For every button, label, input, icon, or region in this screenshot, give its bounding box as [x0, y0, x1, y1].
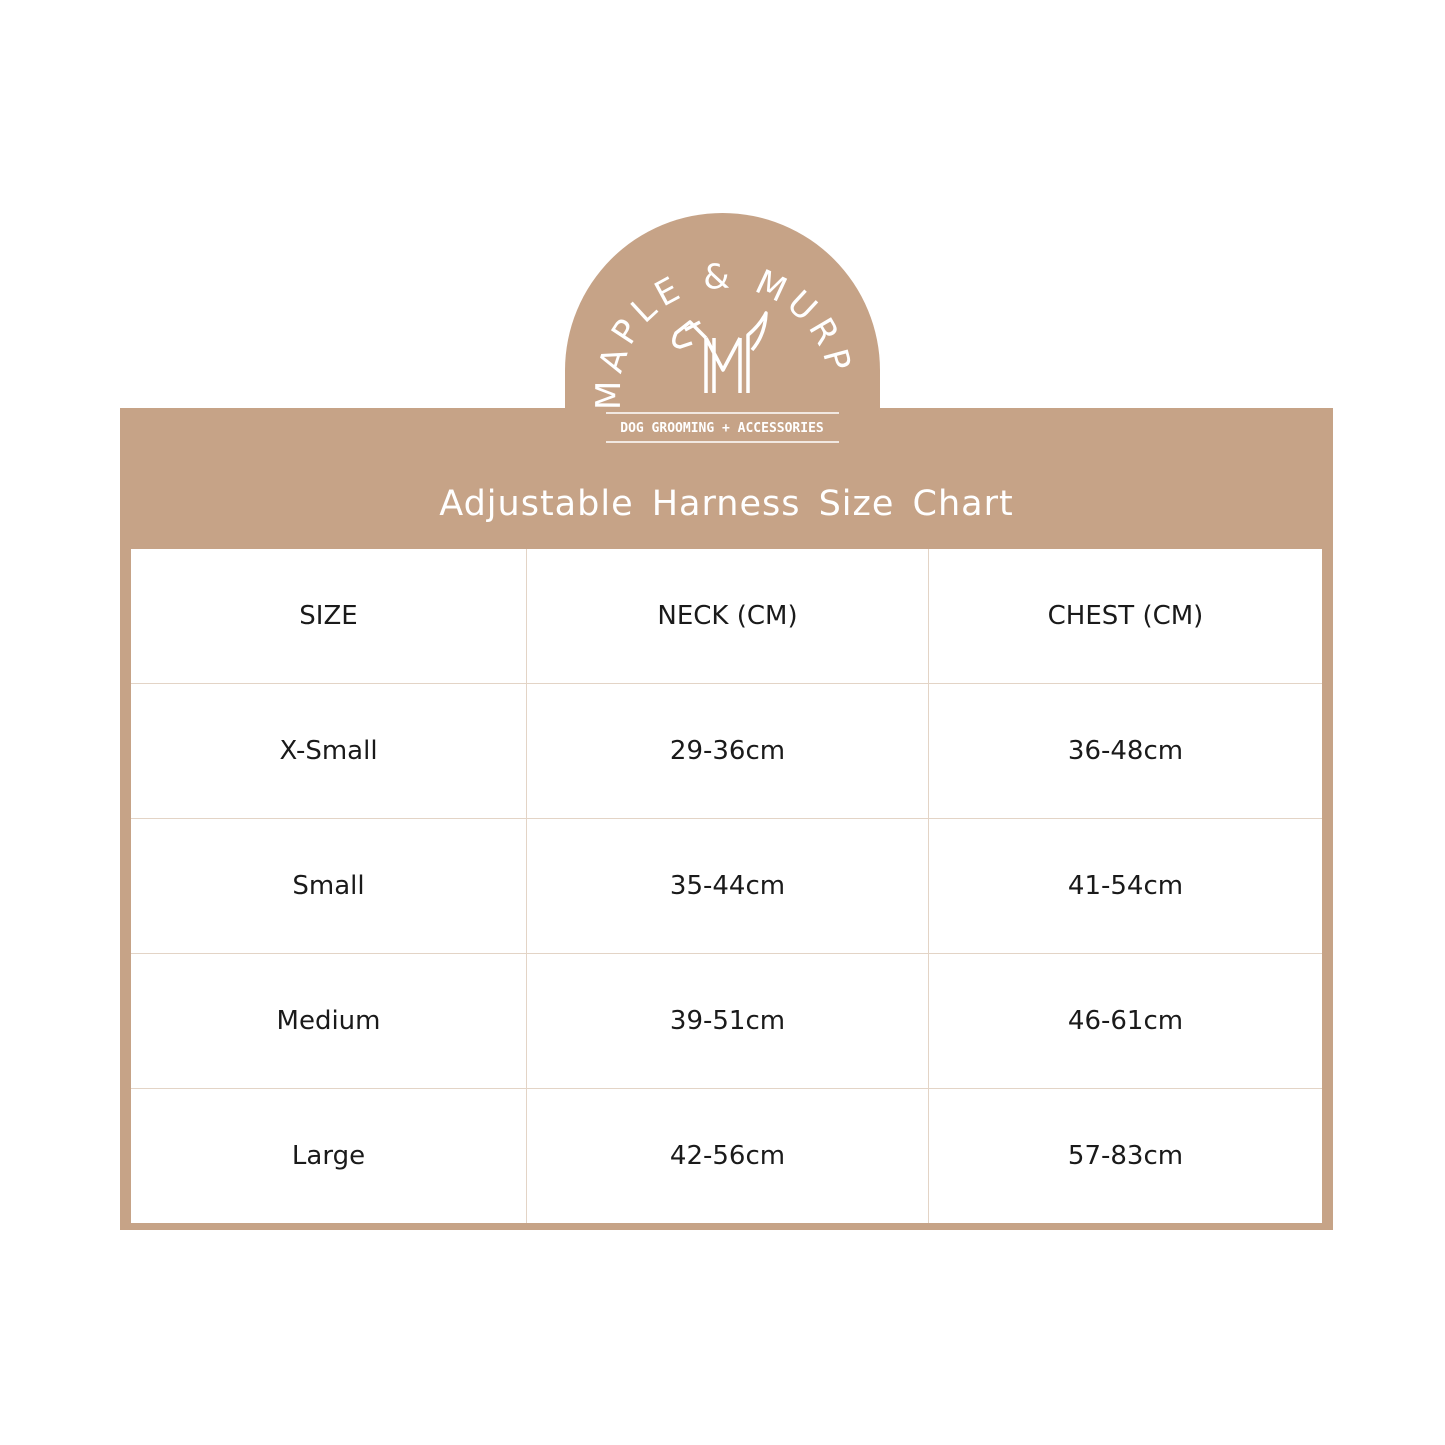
table-row: X-Small 29-36cm 36-48cm — [131, 683, 1322, 819]
cell-size: X-Small — [131, 683, 527, 819]
size-table: SIZE NECK (CM) CHEST (CM) X-Small 29-36c… — [131, 549, 1322, 1223]
table-row: Medium 39-51cm 46-61cm — [131, 953, 1322, 1089]
dog-icon — [672, 311, 768, 393]
cell-neck: 35-44cm — [526, 818, 929, 954]
header-size: SIZE — [131, 549, 527, 684]
svg-text:MAPLE & MURPH: MAPLE & MURPH — [560, 210, 860, 410]
svg-text:DOG GROOMING + ACCESSORIES: DOG GROOMING + ACCESSORIES — [620, 421, 824, 436]
cell-chest: 41-54cm — [928, 818, 1322, 954]
cell-neck: 42-56cm — [526, 1088, 929, 1223]
header-chest: CHEST (CM) — [928, 549, 1322, 684]
cell-neck: 29-36cm — [526, 683, 929, 819]
cell-chest: 46-61cm — [928, 953, 1322, 1089]
table-header-row: SIZE NECK (CM) CHEST (CM) — [131, 549, 1322, 684]
cell-size: Small — [131, 818, 527, 954]
cell-neck: 39-51cm — [526, 953, 929, 1089]
brand-logo: MAPLE & MURPH DOG GROOMING + ACCESSORIES — [560, 210, 860, 443]
cell-chest: 57-83cm — [928, 1088, 1322, 1223]
header-neck: NECK (CM) — [526, 549, 929, 684]
cell-chest: 36-48cm — [928, 683, 1322, 819]
table-row: Large 42-56cm 57-83cm — [131, 1088, 1322, 1223]
table-row: Small 35-44cm 41-54cm — [131, 818, 1322, 954]
cell-size: Medium — [131, 953, 527, 1089]
cell-size: Large — [131, 1088, 527, 1223]
chart-title: Adjustable Harness Size Chart — [439, 484, 1014, 524]
